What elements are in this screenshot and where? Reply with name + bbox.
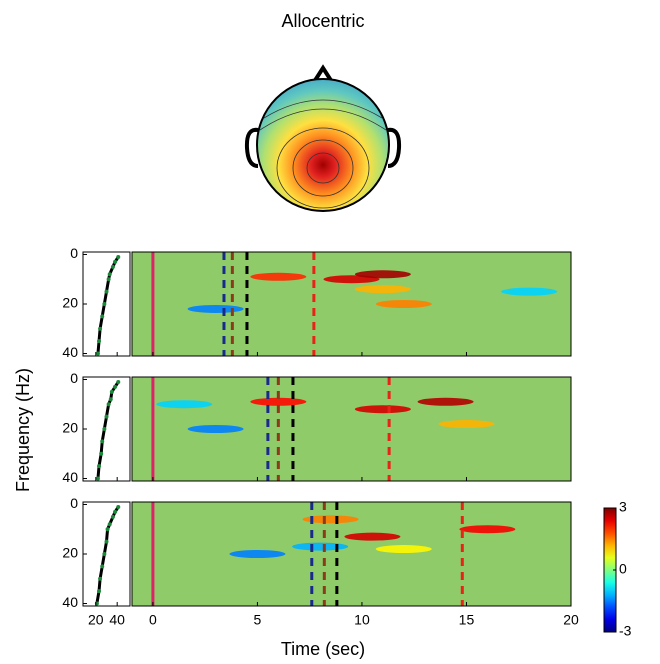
spectrum-point: [109, 389, 114, 394]
heat-cell: [438, 420, 495, 429]
heat-cell: [417, 397, 474, 406]
y-tick-label: 20: [62, 420, 78, 436]
y-tick-label: 40: [62, 594, 78, 610]
heat-cell: [354, 270, 411, 279]
spectrum-point: [97, 464, 102, 469]
spectrum-point: [100, 314, 105, 319]
heatmap: [151, 252, 558, 356]
spectrum-point: [107, 522, 112, 527]
heat-cell: [354, 405, 411, 414]
y-tick-label: 20: [62, 295, 78, 311]
panel-frame: [131, 501, 572, 607]
spectrum-point: [113, 259, 118, 264]
spectrum-point: [108, 397, 113, 402]
spectrum-x-tick-label: 40: [109, 612, 125, 628]
spectrum-point: [116, 254, 121, 259]
spectrum-point: [107, 272, 112, 277]
heat-cell: [375, 300, 432, 308]
spectrum-frame: [82, 251, 131, 357]
x-tick-label: 0: [149, 612, 157, 628]
spectrum-point: [97, 589, 102, 594]
panel-frame: [131, 251, 572, 357]
spectrum-point: [102, 427, 107, 431]
spectrum-point: [104, 289, 109, 294]
spectrum-point: [104, 414, 109, 419]
spectrum-point: [98, 576, 103, 581]
spectrum-point: [98, 326, 103, 331]
spectrum-point: [113, 509, 118, 514]
y-tick-label: 40: [62, 469, 78, 485]
heat-cell: [302, 515, 359, 524]
spectrum-point: [104, 539, 109, 544]
heatmap: [151, 502, 516, 606]
scalp-map: [244, 64, 402, 212]
spectrum-point: [110, 264, 115, 269]
x-tick-label: 20: [563, 612, 579, 628]
y-axis-label: Frequency (Hz): [13, 368, 33, 492]
heat-cell: [250, 272, 307, 281]
spectrum-point: [95, 476, 100, 481]
x-tick-label: 10: [354, 612, 370, 628]
spectrum-point: [113, 384, 118, 389]
heat-cell: [344, 532, 401, 541]
y-tick-label: 0: [70, 495, 78, 511]
colorbar-tick-label: 3: [619, 499, 627, 515]
chart-title: Allocentric: [281, 11, 364, 31]
spectrum-point: [105, 527, 110, 532]
panel-frame: [131, 376, 572, 482]
spectrum-frame: [82, 376, 131, 482]
heat-cell: [156, 400, 213, 409]
x-tick-label: 5: [254, 612, 262, 628]
heat-cell: [250, 397, 307, 406]
heat-cell: [375, 545, 432, 554]
heat-cell: [354, 285, 411, 294]
colorbar-tick-label: 0: [619, 561, 627, 577]
heat-cell: [501, 287, 558, 296]
x-tick-label: 15: [459, 612, 475, 628]
spectrum-point: [95, 351, 100, 356]
spectrum-x-tick-label: 20: [88, 612, 104, 628]
heatmap-background: [132, 252, 571, 356]
spectrum-point: [106, 277, 111, 282]
x-axis-label: Time (sec): [281, 639, 365, 659]
heat-cell: [187, 425, 244, 433]
spectrum-point: [116, 379, 121, 384]
spectrum-point: [100, 564, 105, 569]
colorbar-tick-label: -3: [619, 623, 632, 639]
heat-cell: [229, 550, 286, 558]
spectrum-frame: [82, 501, 131, 607]
spectrum-point: [102, 302, 107, 306]
y-tick-label: 40: [62, 344, 78, 360]
spectrum-point: [116, 504, 121, 509]
y-tick-label: 20: [62, 545, 78, 561]
spectrum-point: [106, 402, 111, 407]
spectrum-point: [99, 451, 104, 456]
heat-cell: [292, 542, 349, 551]
heat-cell: [187, 304, 244, 313]
spectrum-point: [102, 552, 107, 556]
y-tick-label: 0: [70, 370, 78, 386]
spectrum-point: [110, 514, 115, 519]
spectrum-point: [97, 339, 102, 344]
spectrum-point: [100, 439, 105, 444]
heatmap: [151, 377, 495, 481]
heat-cell: [459, 525, 516, 534]
y-tick-label: 0: [70, 245, 78, 261]
